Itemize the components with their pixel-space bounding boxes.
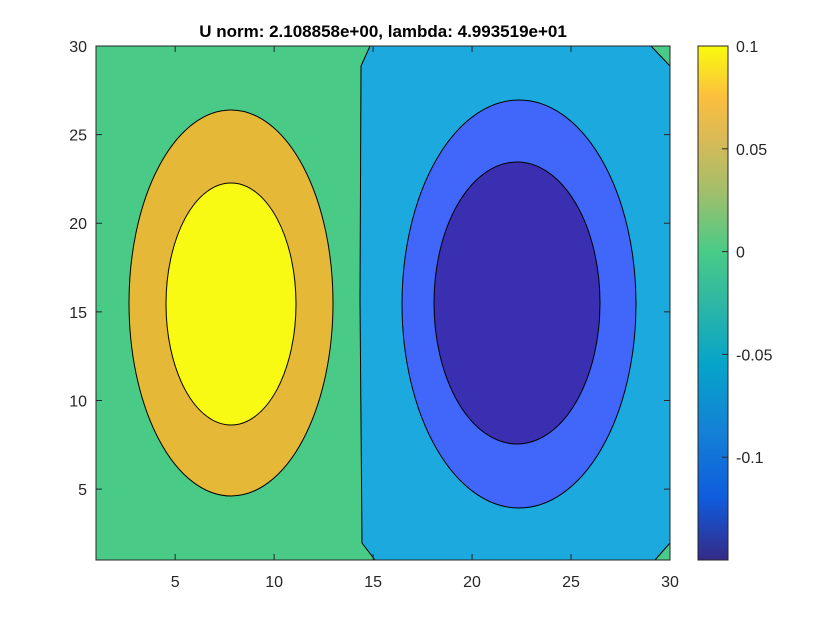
colorbar-tick-label: 0.1 <box>736 39 758 56</box>
y-tick-label: 15 <box>69 305 87 322</box>
colorbar-tick-label: 0.05 <box>736 142 767 159</box>
x-axis: 5 10 15 20 25 30 <box>171 46 679 591</box>
y-tick-label: 25 <box>69 128 87 145</box>
y-tick-label: 30 <box>69 39 87 56</box>
x-tick-label: 30 <box>661 574 679 591</box>
y-tick-label: 5 <box>78 482 87 499</box>
colorbar-tick-label: -0.1 <box>736 450 764 467</box>
colorbar <box>697 45 729 561</box>
x-tick-label: 25 <box>562 574 580 591</box>
axes-box <box>95 45 671 561</box>
chart-title: U norm: 2.108858e+00, lambda: 4.993519e+… <box>199 22 567 41</box>
colorbar-tick-label: -0.05 <box>736 347 773 364</box>
colorbar-ticks: 0.1 0.05 0 -0.05 -0.1 <box>722 39 773 467</box>
y-tick-label: 10 <box>69 393 87 410</box>
colorbar-tick-label: 0 <box>736 245 745 262</box>
x-tick-label: 15 <box>364 574 382 591</box>
y-axis: 5 10 15 20 25 30 <box>69 39 670 499</box>
x-tick-label: 5 <box>171 574 180 591</box>
x-tick-label: 20 <box>463 574 481 591</box>
negative-lobe-inner-contour <box>433 161 601 445</box>
x-tick-label: 10 <box>265 574 283 591</box>
positive-lobe-inner-contour <box>165 182 297 426</box>
y-tick-label: 20 <box>69 216 87 233</box>
